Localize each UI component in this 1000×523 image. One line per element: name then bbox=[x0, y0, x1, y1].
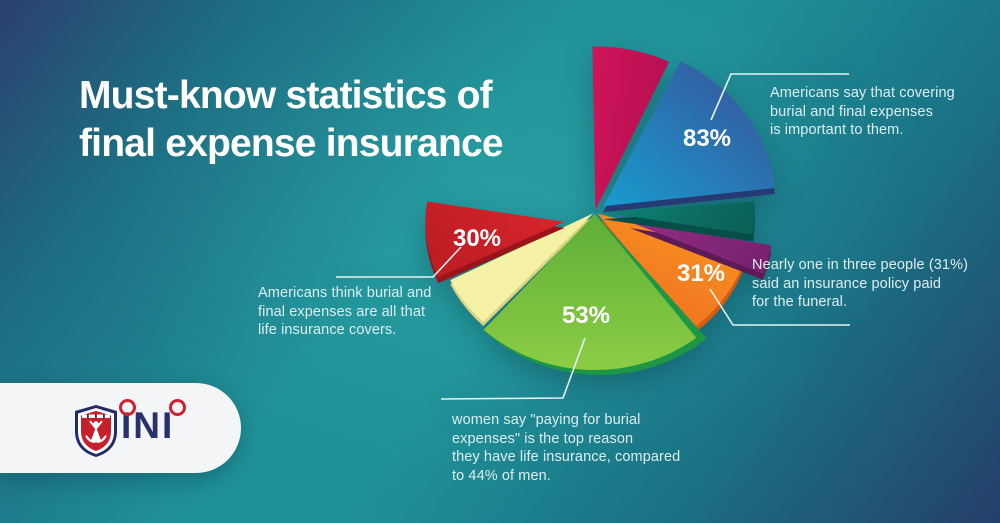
callout-line-31 bbox=[709, 288, 850, 326]
pie-slice-teal bbox=[602, 201, 755, 235]
logo-text: INI bbox=[119, 399, 201, 451]
callout-line-83 bbox=[710, 73, 849, 121]
pie-slice-yellow bbox=[450, 213, 594, 322]
pie-slice-red bbox=[425, 201, 565, 278]
callout-line-53 bbox=[440, 337, 586, 400]
pct-label-green: 53% bbox=[562, 302, 610, 329]
callout-line-30 bbox=[336, 246, 462, 278]
logo-pill: INI bbox=[0, 383, 241, 473]
annotation-83: Americans say that covering burial and f… bbox=[770, 85, 955, 138]
annotation-31: Nearly one in three people (31%) said an… bbox=[752, 257, 968, 310]
pct-label-blue: 83% bbox=[683, 125, 731, 152]
annotation-53: women say "paying for burial expenses" i… bbox=[452, 412, 681, 484]
pie-slice-purple bbox=[629, 221, 772, 274]
annotation-30: Americans think burial and final expense… bbox=[258, 285, 432, 338]
pie-slice-purple-depth bbox=[629, 227, 772, 280]
pie-slice-green bbox=[483, 213, 697, 370]
pie-slice-pink bbox=[592, 46, 670, 211]
logo-shield-icon bbox=[75, 405, 117, 457]
logo-ring-icon bbox=[119, 399, 136, 416]
pct-label-red: 30% bbox=[453, 225, 501, 252]
logo-ring-icon bbox=[169, 399, 186, 416]
pie-slice-blue bbox=[603, 61, 775, 207]
page-title: Must-know statistics of final expense in… bbox=[79, 74, 504, 165]
pct-label-orange: 31% bbox=[677, 260, 725, 287]
